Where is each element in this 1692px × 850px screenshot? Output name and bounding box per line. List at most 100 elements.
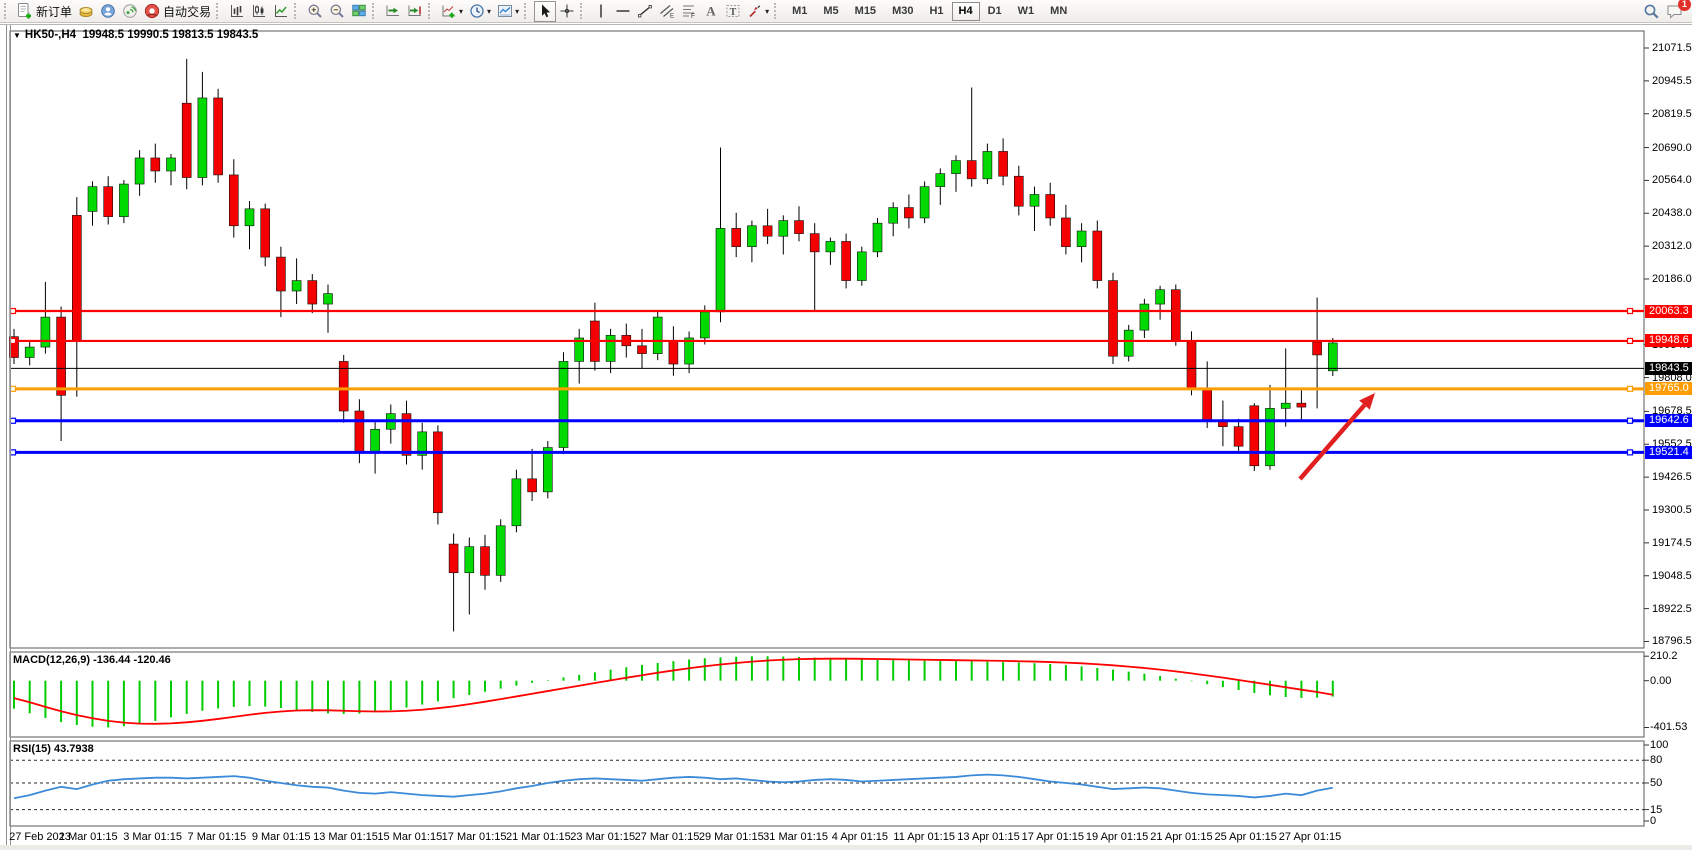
price-line-badge: 20063.3 bbox=[1645, 304, 1692, 318]
horizontal-line-button[interactable] bbox=[612, 1, 634, 22]
line-anchor-marker[interactable] bbox=[1626, 307, 1634, 315]
trendline-button[interactable] bbox=[634, 1, 656, 22]
candle-bearish bbox=[401, 413, 412, 456]
comments-button[interactable]: 1 bbox=[1663, 0, 1691, 22]
chart-shift-button[interactable] bbox=[404, 1, 426, 22]
line-anchor-marker[interactable] bbox=[9, 337, 17, 345]
bar-chart-icon bbox=[229, 3, 245, 19]
symbol-dropdown-arrow[interactable]: ▼ bbox=[13, 31, 21, 40]
coins-button[interactable] bbox=[75, 1, 97, 22]
tab-timeframe-m15[interactable]: M15 bbox=[847, 2, 884, 21]
line-anchor-marker[interactable] bbox=[1626, 449, 1634, 456]
time-label[interactable]: 25 Apr 01:15 bbox=[1214, 831, 1277, 843]
tab-timeframe-h1[interactable]: H1 bbox=[921, 2, 951, 21]
line-anchor-marker[interactable] bbox=[1626, 337, 1634, 345]
time-label[interactable]: 17 Apr 01:15 bbox=[1021, 831, 1084, 843]
toolbar-grip bbox=[294, 3, 301, 19]
time-label[interactable]: 29 Mar 01:15 bbox=[698, 831, 764, 843]
tab-timeframe-m30[interactable]: M30 bbox=[884, 2, 921, 21]
tab-timeframe-mn[interactable]: MN bbox=[1042, 2, 1075, 21]
fibonacci-button[interactable]: F bbox=[678, 1, 700, 22]
time-label[interactable]: 1 Mar 01:15 bbox=[58, 831, 118, 843]
time-label[interactable]: 9 Mar 01:15 bbox=[251, 831, 311, 843]
tile-windows-button[interactable] bbox=[348, 1, 370, 22]
time-label[interactable]: 23 Mar 01:15 bbox=[570, 831, 636, 843]
zoom-in-icon bbox=[307, 3, 323, 19]
tab-timeframe-d1[interactable]: D1 bbox=[980, 2, 1010, 21]
time-label[interactable]: 7 Mar 01:15 bbox=[187, 831, 247, 843]
toolbar-grip bbox=[372, 3, 379, 19]
time-label[interactable]: 21 Apr 01:15 bbox=[1150, 831, 1213, 843]
cursor-icon bbox=[537, 3, 553, 19]
time-label[interactable]: 3 Mar 01:15 bbox=[123, 831, 182, 843]
tab-timeframe-m1[interactable]: M1 bbox=[784, 2, 815, 21]
line-anchor-marker[interactable] bbox=[1626, 385, 1634, 392]
signals-button[interactable] bbox=[119, 1, 141, 22]
time-label[interactable]: 4 Apr 01:15 bbox=[831, 831, 889, 843]
candle-bullish bbox=[605, 335, 616, 362]
candle-bullish bbox=[982, 151, 993, 180]
candle-bearish bbox=[9, 336, 19, 358]
periods-button[interactable]: ▾ bbox=[466, 1, 494, 22]
crosshair-button[interactable] bbox=[556, 1, 578, 22]
line-chart-icon bbox=[273, 3, 289, 19]
toolbar: 新订单 自动交易 ▾ ▾ ▾ E F A T ▾ M1 M5 M15 M30 H… bbox=[0, 0, 1692, 23]
bar-chart-button[interactable] bbox=[226, 1, 248, 22]
line-chart-button[interactable] bbox=[270, 1, 292, 22]
line-anchor-marker[interactable] bbox=[9, 307, 17, 315]
line-anchor-marker[interactable] bbox=[9, 449, 17, 456]
text-button[interactable]: A bbox=[700, 1, 722, 22]
auto-scroll-button[interactable] bbox=[382, 1, 404, 22]
cursor-button[interactable] bbox=[534, 0, 557, 22]
search-button[interactable] bbox=[1640, 1, 1663, 22]
candle-bullish bbox=[1139, 303, 1150, 331]
price-tick-label: 20819.5 bbox=[1652, 107, 1692, 120]
time-label[interactable]: 11 Apr 01:15 bbox=[893, 831, 955, 843]
price-tick-label: 20945.5 bbox=[1652, 74, 1692, 87]
candlestick-chart-button[interactable] bbox=[248, 1, 270, 22]
templates-button[interactable]: ▾ bbox=[494, 1, 522, 22]
time-label[interactable]: 27 Feb 2023 bbox=[9, 831, 71, 843]
autotrading-button[interactable]: 自动交易 bbox=[141, 1, 214, 22]
chart-canvas[interactable]: ▼ HK50-,H4 19948.5 19990.5 19813.5 19843.… bbox=[0, 24, 1692, 850]
tab-timeframe-h4[interactable]: H4 bbox=[951, 1, 980, 21]
community-button[interactable] bbox=[97, 1, 119, 22]
candle-bullish bbox=[951, 160, 961, 174]
chart-plot[interactable] bbox=[0, 24, 1692, 850]
candle-bearish bbox=[72, 215, 82, 341]
text-label-button[interactable]: T bbox=[722, 1, 744, 22]
time-label[interactable]: 17 Mar 01:15 bbox=[441, 831, 507, 843]
trend-arrow-annotation[interactable] bbox=[1298, 403, 1367, 481]
time-label[interactable]: 27 Mar 01:15 bbox=[634, 831, 700, 843]
macd-indicator-label: MACD(12,26,9) -136.44 -120.46 bbox=[13, 654, 171, 666]
time-label[interactable]: 31 Mar 01:15 bbox=[763, 831, 829, 843]
price-tick-label: 19174.5 bbox=[1652, 536, 1692, 549]
time-label[interactable]: 15 Mar 01:15 bbox=[377, 831, 443, 843]
rsi-axis-label: 0 bbox=[1650, 815, 1657, 827]
candle-bullish bbox=[134, 157, 145, 185]
indicators-button[interactable]: ▾ bbox=[438, 1, 466, 22]
candle-bearish bbox=[150, 157, 161, 172]
time-label[interactable]: 19 Apr 01:15 bbox=[1085, 831, 1149, 843]
gold-coins-icon bbox=[78, 3, 94, 19]
new-order-button[interactable]: 新订单 bbox=[14, 1, 75, 22]
zoom-out-button[interactable] bbox=[326, 1, 348, 22]
equidistant-channel-button[interactable]: E bbox=[656, 1, 678, 22]
candle-bearish bbox=[527, 478, 537, 493]
candle-bullish bbox=[1155, 289, 1165, 305]
line-anchor-marker[interactable] bbox=[9, 385, 17, 392]
time-label[interactable]: 27 Apr 01:15 bbox=[1278, 831, 1342, 843]
arrows-button[interactable]: ▾ bbox=[744, 1, 772, 22]
toolbar-grip bbox=[428, 3, 435, 19]
zoom-in-button[interactable] bbox=[304, 1, 326, 22]
line-anchor-marker[interactable] bbox=[9, 417, 17, 424]
time-label[interactable]: 13 Apr 01:15 bbox=[957, 831, 1020, 843]
time-label[interactable]: 13 Mar 01:15 bbox=[313, 831, 378, 843]
line-anchor-marker[interactable] bbox=[1626, 417, 1634, 424]
time-label[interactable]: 21 Mar 01:15 bbox=[505, 831, 571, 843]
toolbar-grip bbox=[524, 3, 531, 19]
tab-timeframe-w1[interactable]: W1 bbox=[1010, 2, 1043, 21]
vertical-line-button[interactable] bbox=[590, 1, 612, 22]
tab-timeframe-m5[interactable]: M5 bbox=[815, 2, 846, 21]
arrows-icon bbox=[747, 3, 763, 19]
